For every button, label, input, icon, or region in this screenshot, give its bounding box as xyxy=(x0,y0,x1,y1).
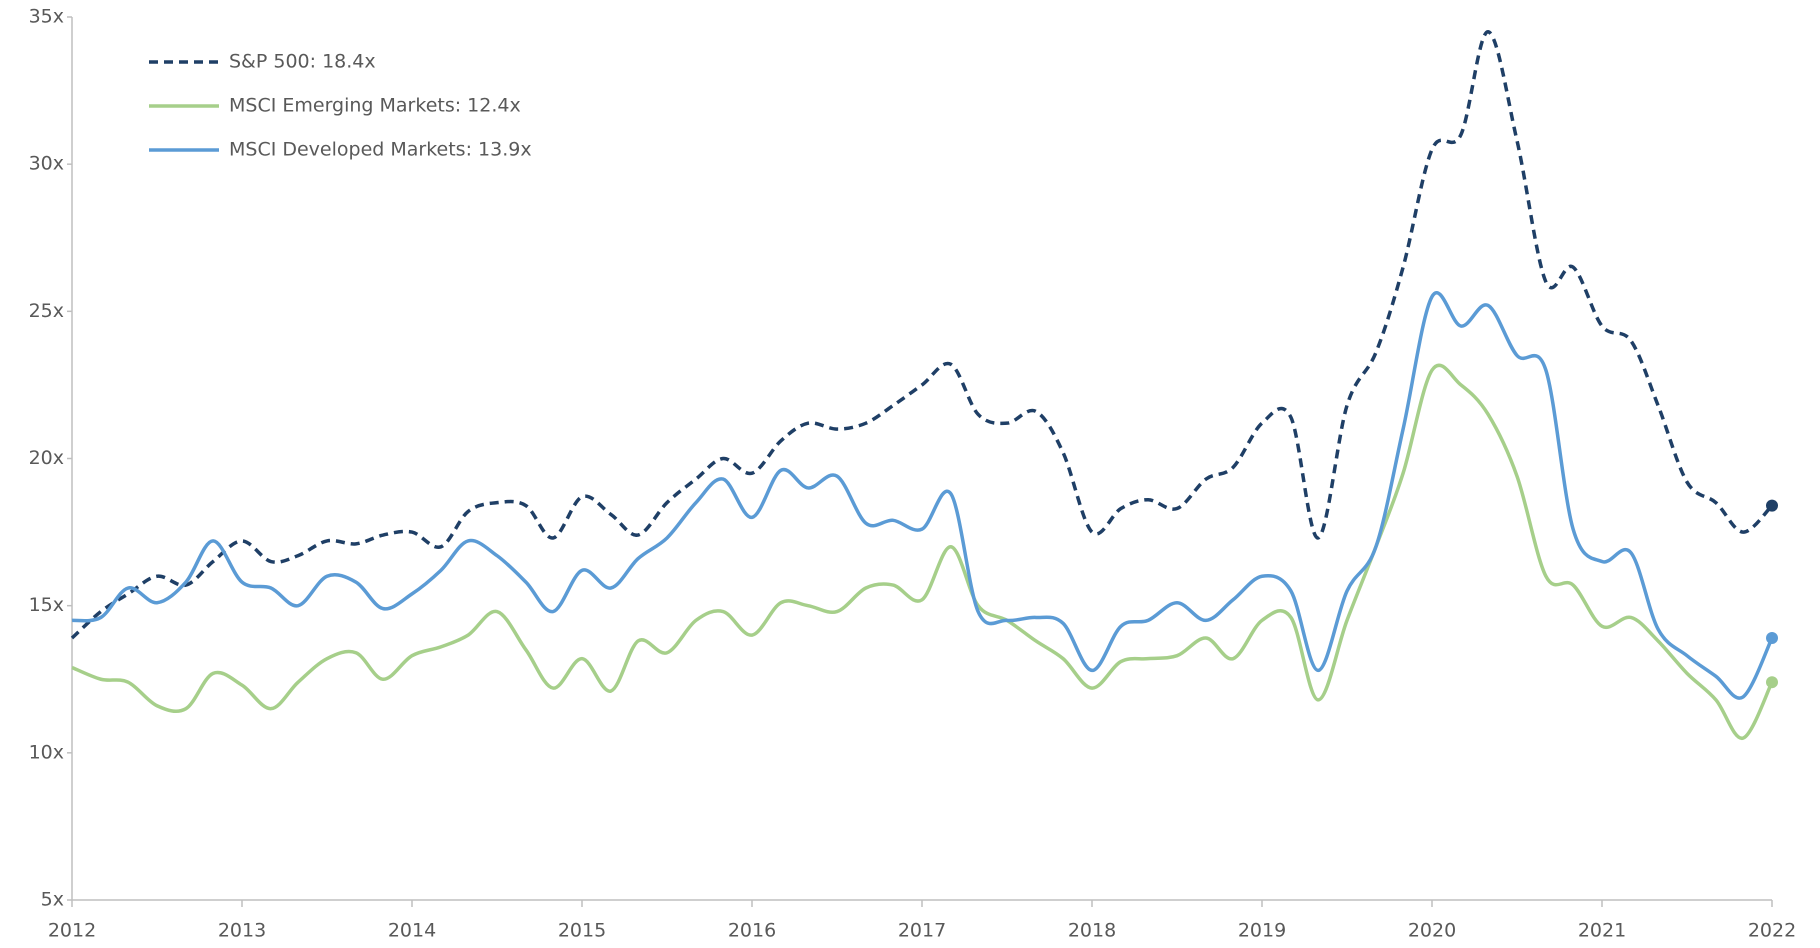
y-tick-label: 15x xyxy=(29,594,64,616)
series-line xyxy=(71,291,1774,700)
y-tick-label: 25x xyxy=(29,300,64,322)
end-marker xyxy=(1766,676,1778,689)
legend-label: S&P 500: 18.4x xyxy=(229,51,376,73)
series-line xyxy=(71,363,1774,740)
x-tick-label: 2013 xyxy=(218,920,266,942)
y-tick-label: 20x xyxy=(29,447,64,469)
x-tick-label: 2014 xyxy=(388,920,436,942)
end-marker xyxy=(1766,499,1778,512)
end-marker xyxy=(1766,632,1778,645)
x-tick-label: 2018 xyxy=(1068,920,1116,942)
series-line xyxy=(70,29,1774,640)
legend-label: MSCI Emerging Markets: 12.4x xyxy=(229,95,521,117)
x-tick-label: 2012 xyxy=(48,920,96,942)
x-tick-label: 2022 xyxy=(1748,920,1796,942)
y-tick-label: 5x xyxy=(41,889,64,911)
x-tick-label: 2021 xyxy=(1578,920,1626,942)
y-tick-label: 35x xyxy=(29,6,64,28)
y-tick-label: 30x xyxy=(29,153,64,175)
x-tick-label: 2020 xyxy=(1408,920,1456,942)
x-tick-label: 2015 xyxy=(558,920,606,942)
x-tick-label: 2016 xyxy=(728,920,776,942)
x-tick-label: 2019 xyxy=(1238,920,1286,942)
x-tick-label: 2017 xyxy=(898,920,946,942)
legend-label: MSCI Developed Markets: 13.9x xyxy=(229,139,532,161)
y-tick-label: 10x xyxy=(29,741,64,763)
